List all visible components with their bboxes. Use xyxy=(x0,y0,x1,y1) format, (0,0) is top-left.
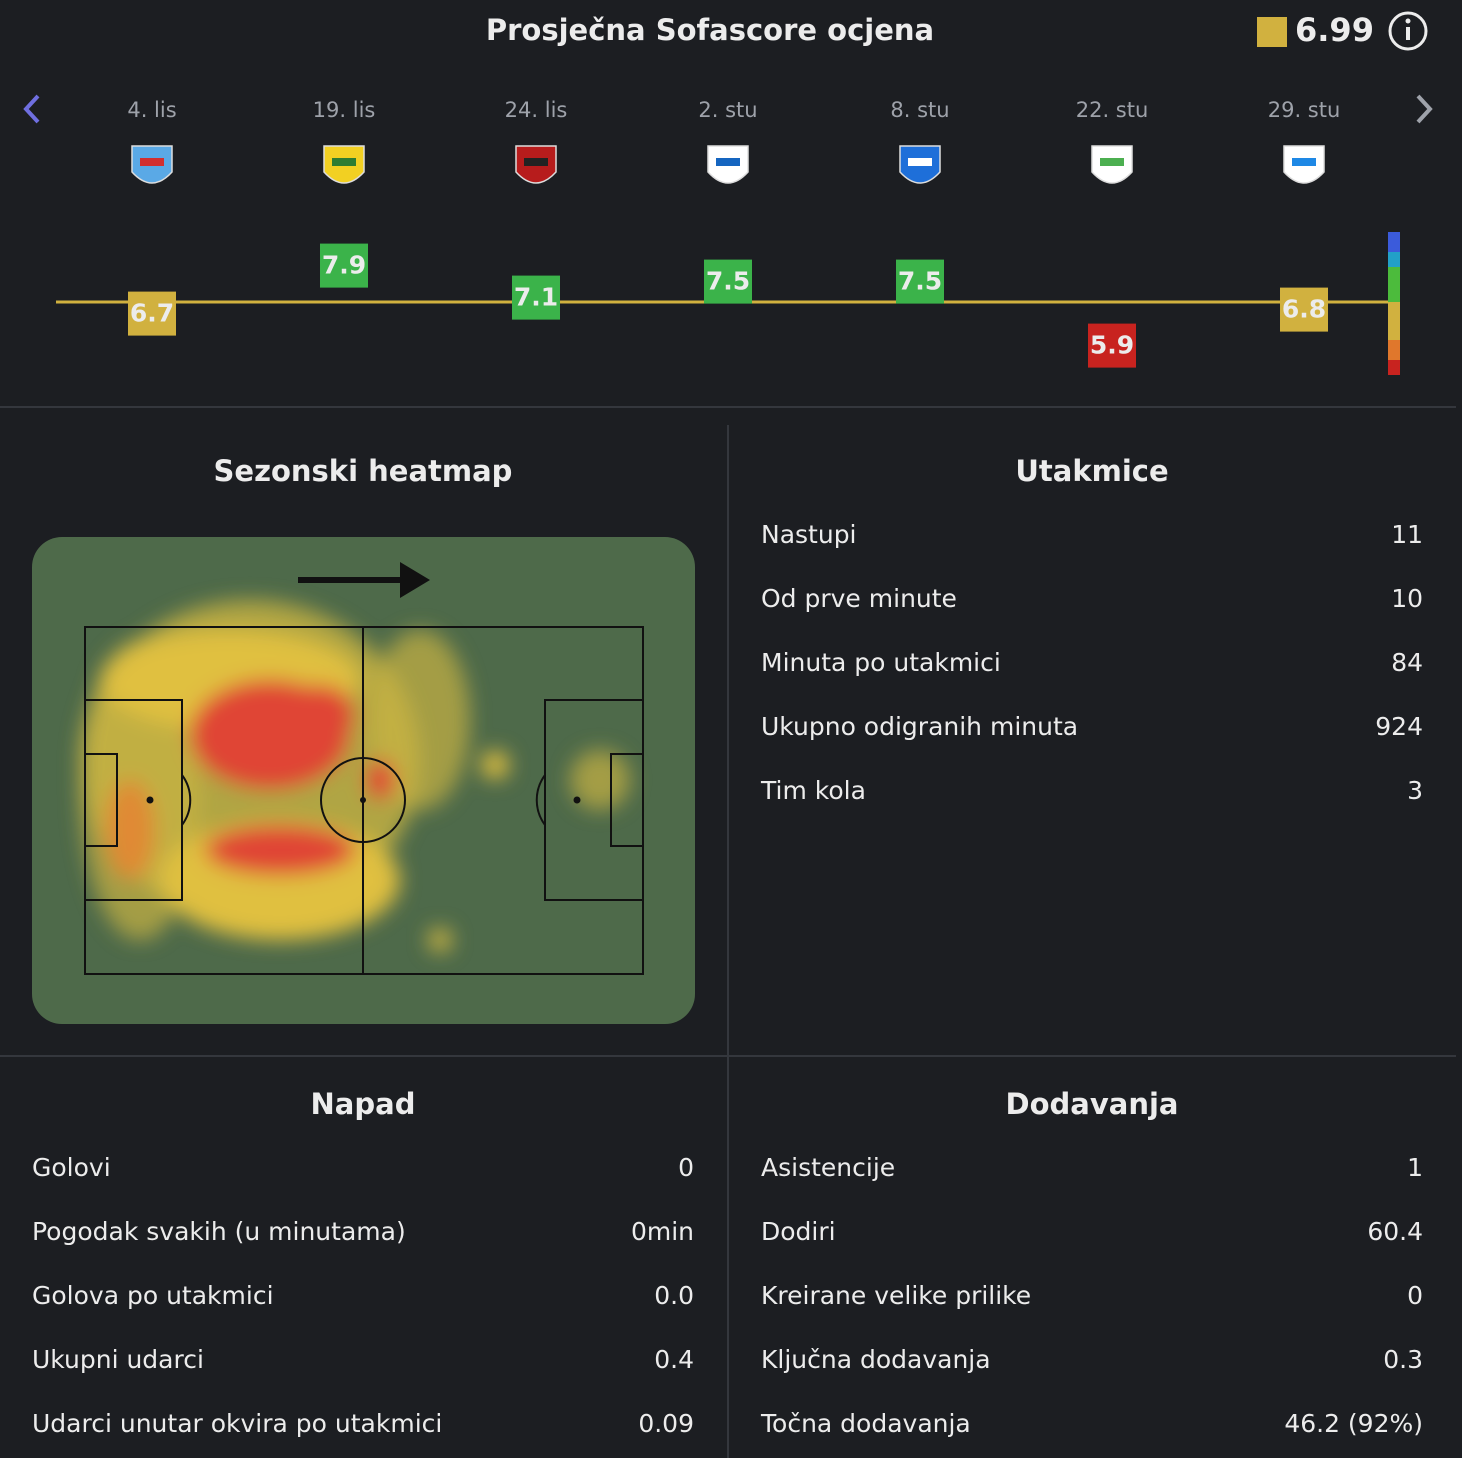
rating-box xyxy=(512,275,560,320)
stat-label: Ukupni udarci xyxy=(32,1345,204,1374)
stat-value: 11 xyxy=(1391,520,1423,549)
stat-label: Od prve minute xyxy=(761,584,957,613)
match-date: 2. stu xyxy=(698,98,757,122)
match-date: 24. lis xyxy=(505,98,568,122)
section-title: Dodavanja xyxy=(1006,1087,1179,1121)
heatmap xyxy=(32,537,695,1024)
rating-box xyxy=(704,259,752,304)
match-date: 4. lis xyxy=(127,98,176,122)
rating-box xyxy=(320,243,368,288)
stat-label: Golovi xyxy=(32,1153,111,1182)
rating-scale xyxy=(1388,232,1400,375)
crest-band xyxy=(1100,158,1124,166)
stat-value: 0 xyxy=(1407,1281,1423,1310)
prev-arrow[interactable] xyxy=(23,94,40,124)
crest-band xyxy=(140,158,164,166)
stat-label: Ključna dodavanja xyxy=(761,1345,991,1374)
section-title: Utakmice xyxy=(1015,454,1168,488)
rating-box xyxy=(1280,287,1328,332)
stat-value: 0.0 xyxy=(654,1281,694,1310)
stat-label: Minuta po utakmici xyxy=(761,648,1001,677)
stat-value: 0.4 xyxy=(654,1345,694,1374)
team-crest xyxy=(899,145,941,184)
stat-label: Pogodak svakih (u minutama) xyxy=(32,1217,406,1246)
team-crest xyxy=(323,145,365,184)
stat-value: 60.4 xyxy=(1367,1217,1423,1246)
team-crest xyxy=(707,145,749,184)
stat-label: Kreirane velike prilike xyxy=(761,1281,1031,1310)
stat-value: 84 xyxy=(1391,648,1423,677)
team-crest xyxy=(1283,145,1325,184)
team-crest xyxy=(131,145,173,184)
stat-value: 3 xyxy=(1407,776,1423,805)
stat-value: 46.2 (92%) xyxy=(1284,1409,1423,1438)
crest-band xyxy=(716,158,740,166)
crest-band xyxy=(332,158,356,166)
rating-title: Prosječna Sofascore ocjena xyxy=(486,13,934,47)
rating-value: 7.1 xyxy=(514,283,558,312)
crest-band xyxy=(524,158,548,166)
stat-label: Ukupno odigranih minuta xyxy=(761,712,1078,741)
stat-value: 1 xyxy=(1407,1153,1423,1182)
stat-label: Tim kola xyxy=(760,776,866,805)
stat-value: 924 xyxy=(1375,712,1423,741)
crest-band xyxy=(1292,158,1316,166)
match-date: 29. stu xyxy=(1268,98,1341,122)
rating-value: 7.9 xyxy=(322,251,366,280)
heatmap-title: Sezonski heatmap xyxy=(214,454,513,488)
stat-label: Dodiri xyxy=(761,1217,836,1246)
rating-value: 6.7 xyxy=(130,299,174,328)
stat-value: 10 xyxy=(1391,584,1423,613)
stat-value: 0.3 xyxy=(1383,1345,1423,1374)
match-date: 8. stu xyxy=(890,98,949,122)
stat-label: Golova po utakmici xyxy=(32,1281,274,1310)
rating-value: 6.8 xyxy=(1282,295,1326,324)
rating-box xyxy=(128,291,176,336)
stat-value: 0min xyxy=(631,1217,694,1246)
stat-value: 0 xyxy=(678,1153,694,1182)
next-arrow[interactable] xyxy=(1416,94,1433,124)
team-crest xyxy=(515,145,557,184)
rating-value: 7.5 xyxy=(706,267,750,296)
section-title: Napad xyxy=(311,1087,416,1121)
match-date: 22. stu xyxy=(1076,98,1149,122)
rating-value: 7.5 xyxy=(898,267,942,296)
avg-swatch xyxy=(1257,17,1287,47)
avg-rating: 6.99 xyxy=(1295,11,1374,49)
stat-label: Asistencije xyxy=(761,1153,895,1182)
stat-value: 0.09 xyxy=(638,1409,694,1438)
info-icon[interactable] xyxy=(1388,11,1428,51)
stat-label: Točna dodavanja xyxy=(760,1409,971,1438)
stat-label: Nastupi xyxy=(761,520,857,549)
rating-value: 5.9 xyxy=(1090,331,1134,360)
crest-band xyxy=(908,158,932,166)
team-crest xyxy=(1091,145,1133,184)
rating-box xyxy=(1088,323,1136,368)
rating-box xyxy=(896,259,944,304)
stat-label: Udarci unutar okvira po utakmici xyxy=(32,1409,442,1438)
match-date: 19. lis xyxy=(313,98,376,122)
